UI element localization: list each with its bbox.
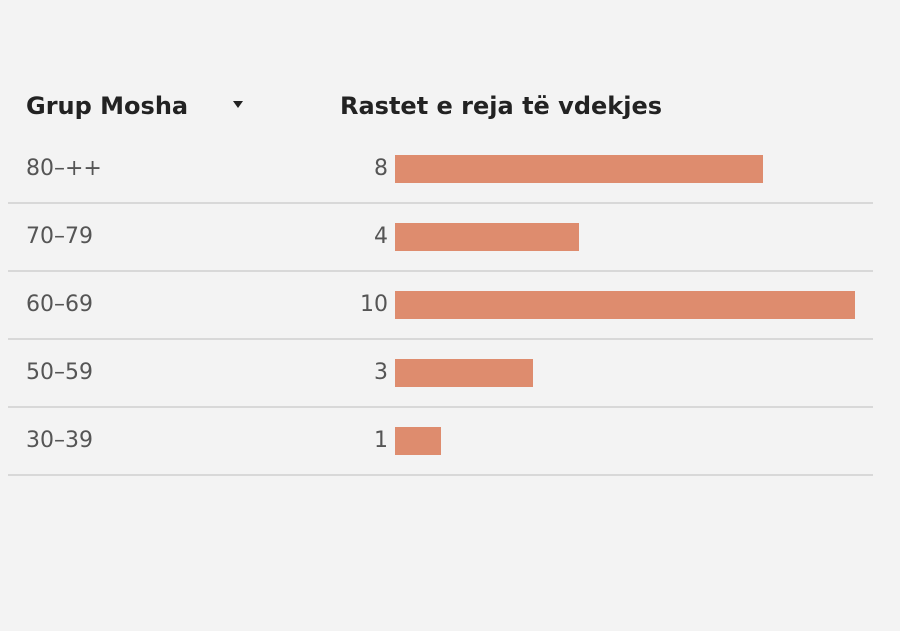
sort-arrow[interactable] [233,101,243,108]
value-label: 8 [374,156,388,181]
value-label: 10 [360,292,388,317]
row-label: 60–69 [26,292,93,317]
bar [395,291,855,319]
bar [395,223,579,251]
value-label: 4 [374,224,388,249]
column-header[interactable]: Grup Mosha [26,92,188,120]
row-label: 30–39 [26,428,93,453]
bar [395,359,533,387]
bar [395,155,763,183]
value-label: 1 [374,428,388,453]
row-label: 80–++ [26,156,102,181]
value-label: 3 [374,360,388,385]
column-header[interactable]: Rastet e reja të vdekjes [340,92,662,120]
row-label: 50–59 [26,360,93,385]
bar [395,427,441,455]
row-label: 70–79 [26,224,93,249]
